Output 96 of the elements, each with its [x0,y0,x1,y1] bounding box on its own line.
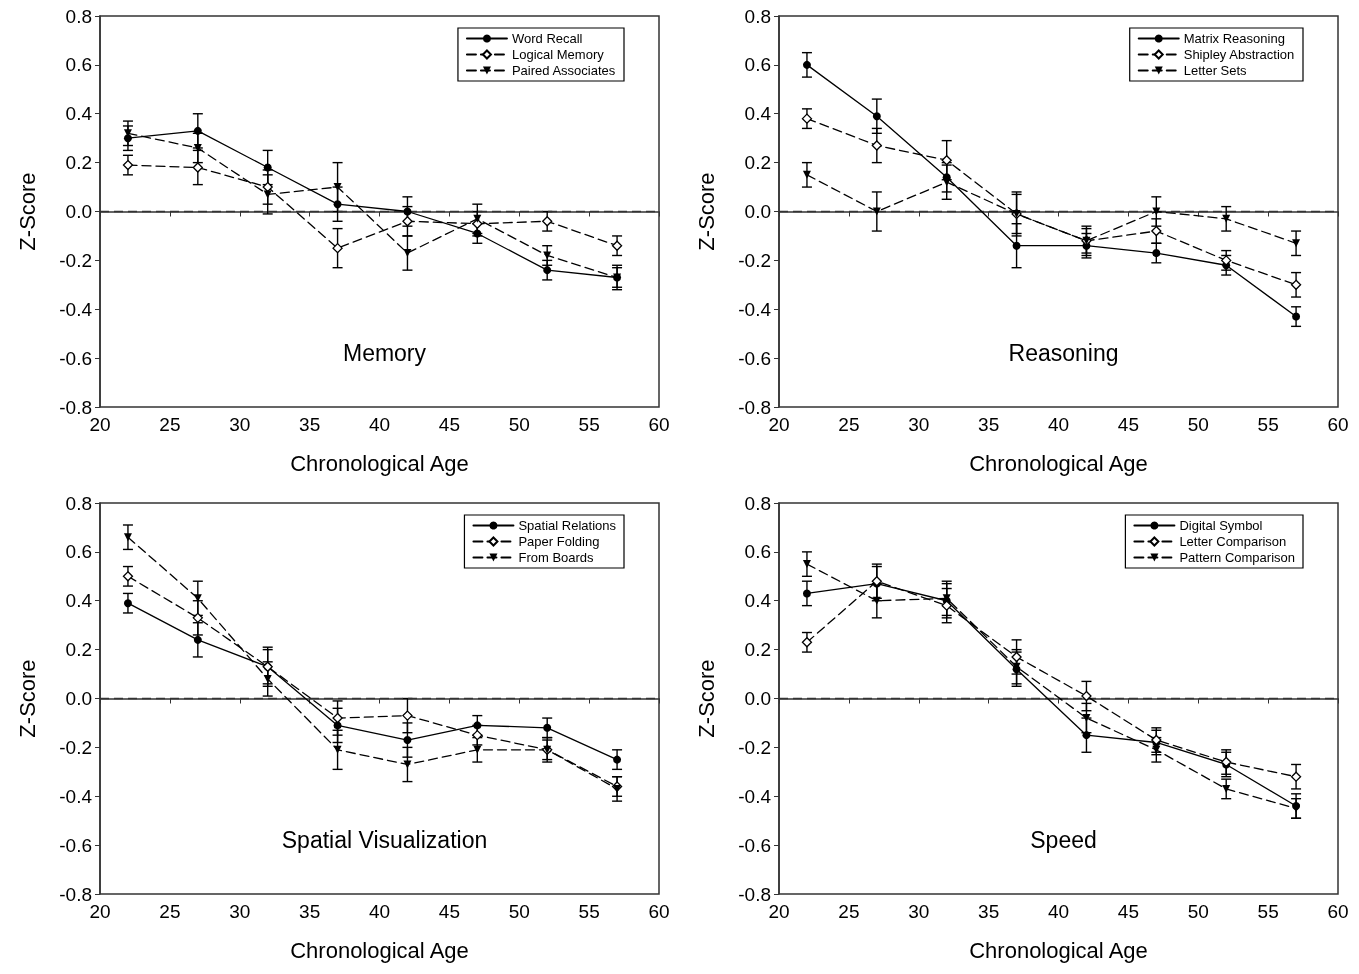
x-tick-label: 25 [159,414,181,435]
y-tick-label: 0.2 [65,639,92,661]
y-tick-label: -0.8 [59,883,92,905]
y-tick-label: 0.0 [65,688,92,709]
text: Speed [1030,827,1097,854]
x-tick-label: 20 [89,414,111,435]
legend-label: Logical Memory [511,47,605,62]
y-tick-label: -0.4 [738,785,772,807]
x-tick-label: 60 [648,414,670,435]
legend-label: Letter Comparison [1179,534,1287,549]
y-tick-label: 0.4 [744,590,772,612]
y-axis-title: Z-Score [693,659,719,738]
x-tick-label: 35 [299,901,321,922]
x-tick-label: 50 [1187,901,1209,922]
y-tick-label: 0.8 [744,492,771,514]
x-tick-label: 35 [299,414,321,435]
y-tick-label: 0.6 [65,54,92,76]
x-tick-label: 55 [1257,901,1279,922]
x-tick-label: 45 [1117,901,1139,922]
y-tick-label: -0.6 [59,834,92,856]
y-tick-label: -0.2 [738,249,771,271]
y-tick-label: -0.2 [59,249,92,271]
x-tick-label: 35 [978,901,1000,922]
y-tick-label: 0.6 [744,541,771,563]
legend-label: Digital Symbol [1179,518,1263,533]
x-tick-label: 35 [978,414,1000,435]
x-axis-title: Chronological Age [969,450,1148,476]
y-tick-label: -0.2 [738,736,771,758]
y-axis-title: Z-Score [14,659,40,738]
legend-label: Shipley Abstraction [1183,47,1295,62]
y-tick-label: -0.6 [738,347,771,369]
x-tick-label: 40 [1047,414,1070,435]
y-tick-label: 0.2 [744,152,771,174]
y-tick-label: -0.8 [59,396,92,418]
y-axis-title: Z-Score [14,172,40,251]
x-tick-label: 25 [159,901,181,922]
x-tick-label: 40 [368,901,391,922]
x-tick-label: 55 [1257,414,1279,435]
x-tick-label: 50 [508,414,530,435]
y-tick-label: -0.2 [59,736,92,758]
legend-label: Spatial Relations [518,518,617,533]
x-tick-label: 30 [229,901,251,922]
y-tick-label: -0.6 [59,347,92,369]
x-tick-label: 20 [89,901,111,922]
y-tick-label: 0.4 [65,103,93,125]
y-tick-label: -0.4 [59,298,93,320]
x-axis-title: Chronological Age [290,937,469,963]
x-tick-label: 45 [438,414,460,435]
y-tick-label: -0.4 [59,785,93,807]
y-tick-label: 0.0 [65,201,92,222]
x-tick-label: 60 [1327,414,1349,435]
y-tick-label: 0.8 [65,5,92,27]
y-tick-label: 0.6 [65,541,92,563]
x-axis-title: Chronological Age [969,937,1148,963]
y-tick-label: -0.6 [738,834,771,856]
legend-label: From Boards [518,550,595,565]
text: Spatial Visualization [281,827,488,854]
x-tick-label: 50 [1187,414,1209,435]
y-tick-label: 0.2 [744,639,771,661]
y-tick-label: 0.0 [744,201,771,222]
y-tick-label: -0.4 [738,298,772,320]
y-axis-title: Z-Score [693,172,719,251]
legend-label: Pattern Comparison [1179,550,1296,565]
text: Reasoning [1008,340,1119,367]
y-tick-label: 0.4 [744,103,772,125]
x-tick-label: 25 [838,414,860,435]
y-tick-label: 0.8 [65,492,92,514]
legend-label: Word Recall [511,31,583,46]
x-tick-label: 40 [1047,901,1070,922]
x-tick-label: 50 [508,901,530,922]
x-tick-label: 55 [578,901,600,922]
x-tick-label: 40 [368,414,391,435]
legend-label: Paired Associates [511,63,616,78]
y-tick-label: 0.8 [744,5,771,27]
x-tick-label: 20 [768,901,790,922]
legend-label: Letter Sets [1183,63,1248,78]
x-tick-label: 20 [768,414,790,435]
x-tick-label: 45 [1117,414,1139,435]
y-tick-label: 0.4 [65,590,93,612]
x-axis-title: Chronological Age [290,450,469,476]
y-tick-label: -0.8 [738,396,771,418]
text: Memory [342,340,427,367]
x-tick-label: 55 [578,414,600,435]
x-tick-label: 30 [229,414,251,435]
x-tick-label: 30 [908,414,930,435]
x-tick-label: 60 [1327,901,1349,922]
x-tick-label: 30 [908,901,930,922]
legend-label: Paper Folding [518,534,600,549]
y-tick-label: 0.6 [744,54,771,76]
y-tick-label: -0.8 [738,883,771,905]
x-tick-label: 45 [438,901,460,922]
x-tick-label: 25 [838,901,860,922]
x-tick-label: 60 [648,901,670,922]
y-tick-label: 0.0 [744,688,771,709]
y-tick-label: 0.2 [65,152,92,174]
legend-label: Matrix Reasoning [1183,31,1285,46]
